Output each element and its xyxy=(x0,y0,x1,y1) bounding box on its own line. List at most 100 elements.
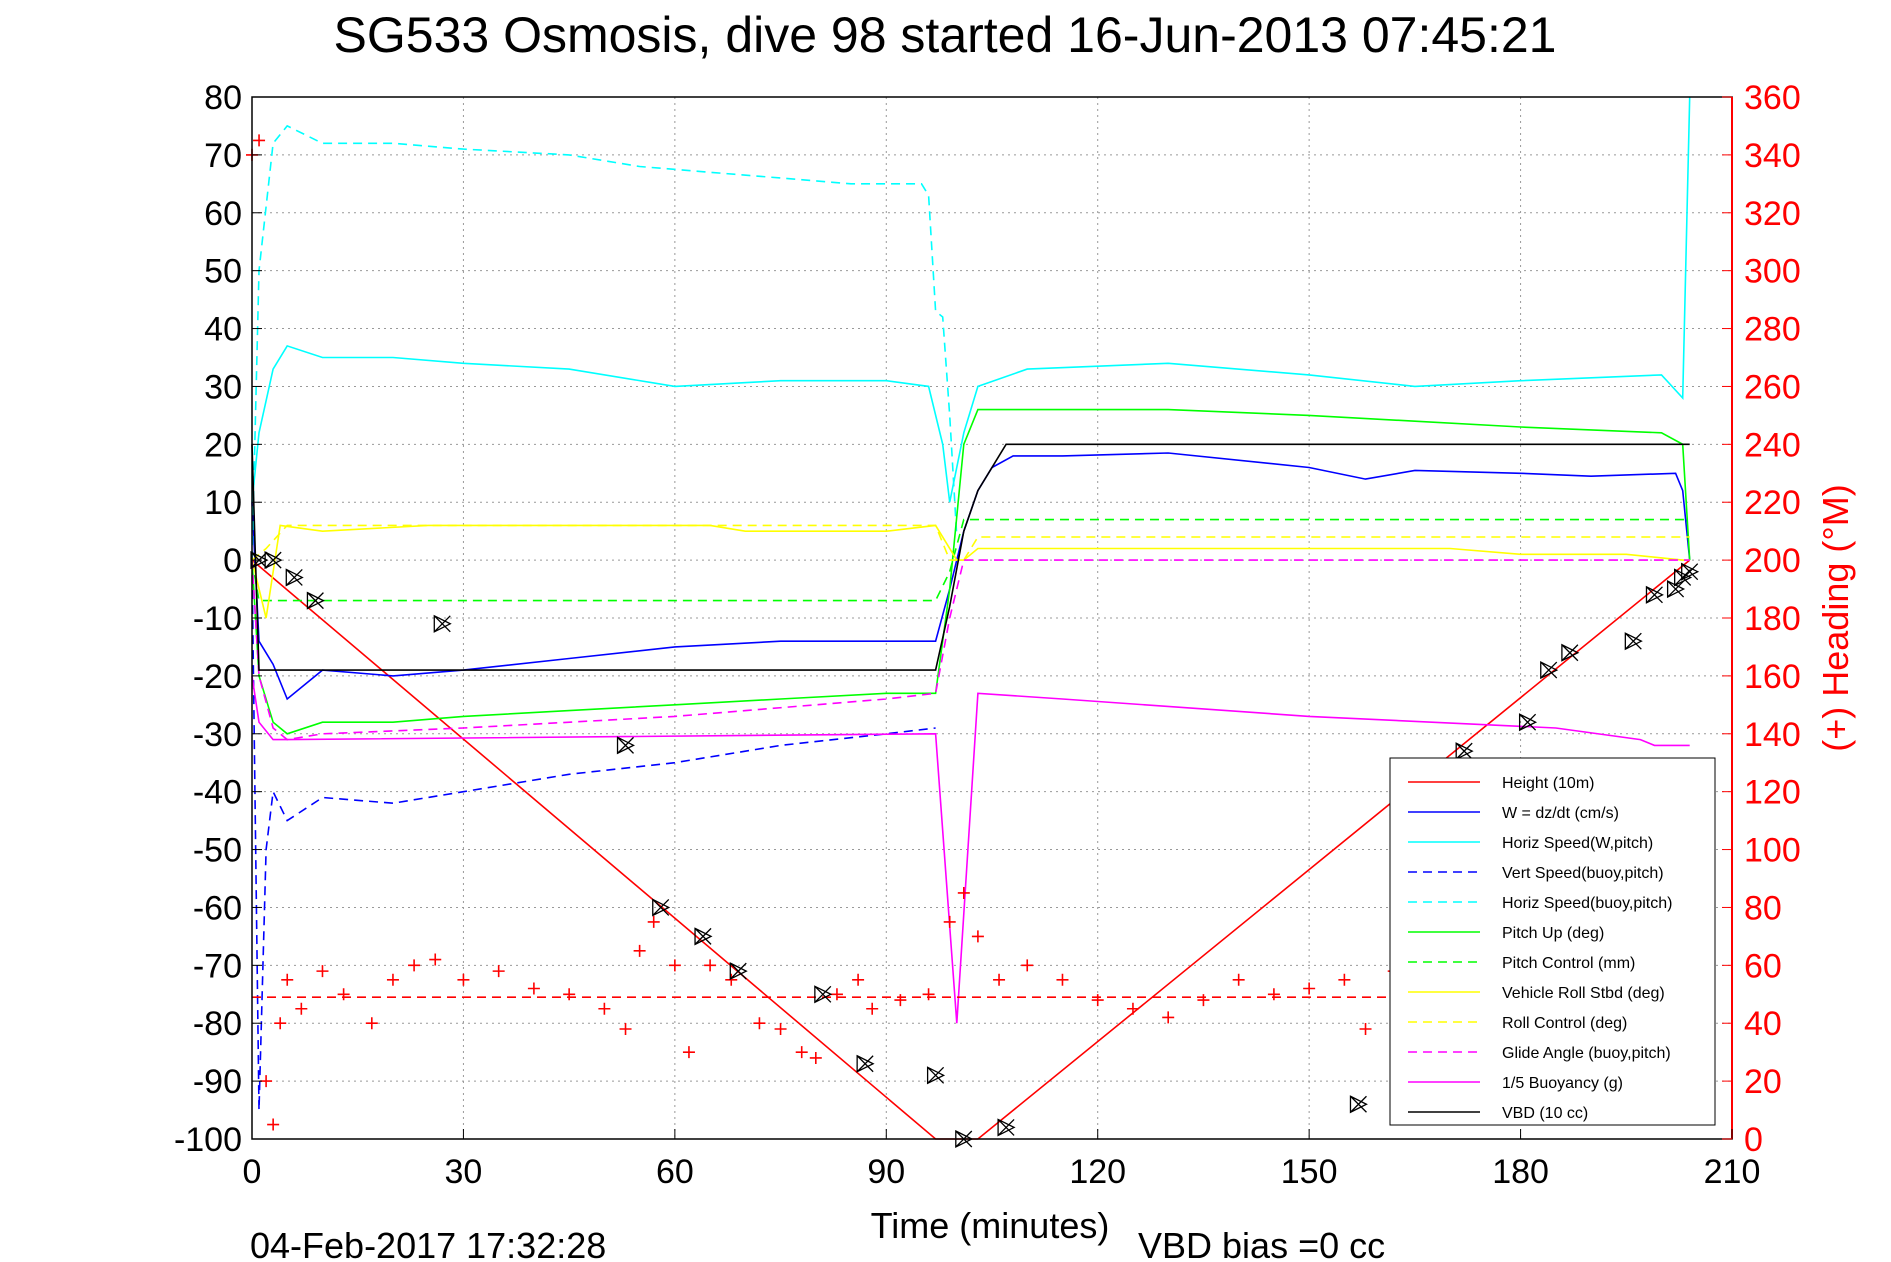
height-marker xyxy=(1349,1095,1368,1114)
height-marker xyxy=(1455,742,1474,761)
heading-point xyxy=(598,1002,611,1015)
height-marker xyxy=(1674,568,1693,587)
height-marker xyxy=(694,927,713,946)
x-tick-label: 210 xyxy=(1704,1153,1761,1191)
height-marker xyxy=(433,614,452,633)
heading-point xyxy=(1197,994,1210,1007)
heading-point xyxy=(971,930,984,943)
heading-point xyxy=(253,134,266,147)
heading-point xyxy=(943,915,956,928)
heading-point xyxy=(295,1002,308,1015)
series-8-line xyxy=(251,524,1690,561)
y-tick-label: 0 xyxy=(223,542,242,580)
x-tick-label: 180 xyxy=(1492,1153,1549,1191)
legend-label: VBD (10 cc) xyxy=(1502,1105,1588,1122)
legend-label: Pitch Up (deg) xyxy=(1502,925,1604,942)
heading-point xyxy=(957,886,970,899)
heading-point xyxy=(1359,1023,1372,1036)
height-marker xyxy=(652,898,671,917)
x-tick-label: 90 xyxy=(867,1153,905,1191)
y-right-axis-label: (+) Heading (°M) xyxy=(1815,484,1856,751)
footer-timestamp: 04-Feb-2017 17:32:28 xyxy=(250,1225,606,1262)
legend-label: Horiz Speed(buoy,pitch) xyxy=(1502,895,1672,912)
y-right-tick-label: 200 xyxy=(1744,542,1801,580)
y-tick-label: -100 xyxy=(174,1121,242,1159)
heading-point xyxy=(993,973,1006,986)
height-marker xyxy=(616,736,635,755)
x-axis-label: Time (minutes) xyxy=(871,1205,1110,1246)
heading-point xyxy=(809,1051,822,1064)
height-marker xyxy=(306,591,325,610)
x-tick-label: 0 xyxy=(243,1153,262,1191)
heading-point xyxy=(795,1046,808,1059)
y-tick-label: -90 xyxy=(193,1063,242,1101)
y-tick-label: -30 xyxy=(193,716,242,754)
height-marker xyxy=(729,962,748,981)
height-marker xyxy=(285,568,304,587)
heading-point xyxy=(457,973,470,986)
series-6-line xyxy=(251,518,1690,602)
heading-point xyxy=(408,959,421,972)
y-tick-label: -50 xyxy=(193,832,242,870)
series-3-line xyxy=(251,560,936,1111)
heading-point xyxy=(365,1017,378,1030)
y-right-tick-label: 180 xyxy=(1744,600,1801,638)
x-tick-label: 60 xyxy=(656,1153,694,1191)
series-9-line xyxy=(251,559,1690,741)
heading-point xyxy=(563,988,576,1001)
heading-point xyxy=(429,953,442,966)
y-right-tick-label: 60 xyxy=(1744,947,1782,985)
legend-label: Horiz Speed(W,pitch) xyxy=(1502,835,1653,852)
legend-label: Vehicle Roll Stbd (deg) xyxy=(1502,985,1665,1002)
heading-point xyxy=(753,1017,766,1030)
y-tick-label: -40 xyxy=(193,774,242,812)
heading-point xyxy=(866,1002,879,1015)
height-marker xyxy=(1624,632,1643,651)
y-right-tick-label: 80 xyxy=(1744,889,1782,927)
series-11-line xyxy=(251,443,1690,671)
heading-point xyxy=(894,994,907,1007)
heading-point xyxy=(668,959,681,972)
heading-point xyxy=(1091,994,1104,1007)
heading-point xyxy=(1338,973,1351,986)
heading-point xyxy=(922,988,935,1001)
heading-point xyxy=(774,1023,787,1036)
series-5-line xyxy=(251,408,1691,735)
height-marker xyxy=(1540,661,1559,680)
y-tick-label: 70 xyxy=(204,137,242,175)
y-right-tick-label: 300 xyxy=(1744,253,1801,291)
y-tick-label: 50 xyxy=(204,253,242,291)
legend-label: Vert Speed(buoy,pitch) xyxy=(1502,865,1664,882)
series-2-line xyxy=(251,96,1691,503)
y-tick-labels: 80 70 60 50 40 30 20 10 0 -10 -20 -30 -40 -50 -60 -70 -8… xyxy=(174,79,262,1159)
heading-point xyxy=(267,1118,280,1131)
x-tick-label: 30 xyxy=(445,1153,483,1191)
height-markers xyxy=(250,551,1700,1149)
y-right-tick-label: 140 xyxy=(1744,716,1801,754)
x-tick-labels: 0 30 60 90 120 150 180 210 xyxy=(243,1129,1761,1191)
heading-point xyxy=(1267,988,1280,1001)
heading-point xyxy=(1126,1002,1139,1015)
footer-vbd-bias: VBD bias =0 cc xyxy=(1138,1225,1385,1262)
y-tick-label: -20 xyxy=(193,658,242,696)
legend-label: Roll Control (deg) xyxy=(1502,1015,1627,1032)
heading-point xyxy=(682,1046,695,1059)
heading-point xyxy=(1056,973,1069,986)
heading-point xyxy=(704,959,717,972)
y-right-tick-label: 280 xyxy=(1744,311,1801,349)
heading-point xyxy=(830,988,843,1001)
y-right-tick-label: 240 xyxy=(1744,426,1801,464)
legend-label: Glide Angle (buoy,pitch) xyxy=(1502,1045,1671,1062)
height-marker xyxy=(1561,643,1580,662)
y-tick-label: 40 xyxy=(204,311,242,349)
chart-title: SG533 Osmosis, dive 98 started 16-Jun-20… xyxy=(334,7,1557,63)
heading-point xyxy=(1162,1011,1175,1024)
y-right-tick-labels: 3603403203002802602402202001801601401201… xyxy=(1722,79,1801,1159)
y-right-tick-label: 260 xyxy=(1744,368,1801,406)
y-tick-label: -70 xyxy=(193,947,242,985)
y-tick-label: 20 xyxy=(204,426,242,464)
heading-point xyxy=(1021,959,1034,972)
height-marker xyxy=(264,551,283,570)
legend-label: W = dz/dt (cm/s) xyxy=(1502,805,1619,822)
